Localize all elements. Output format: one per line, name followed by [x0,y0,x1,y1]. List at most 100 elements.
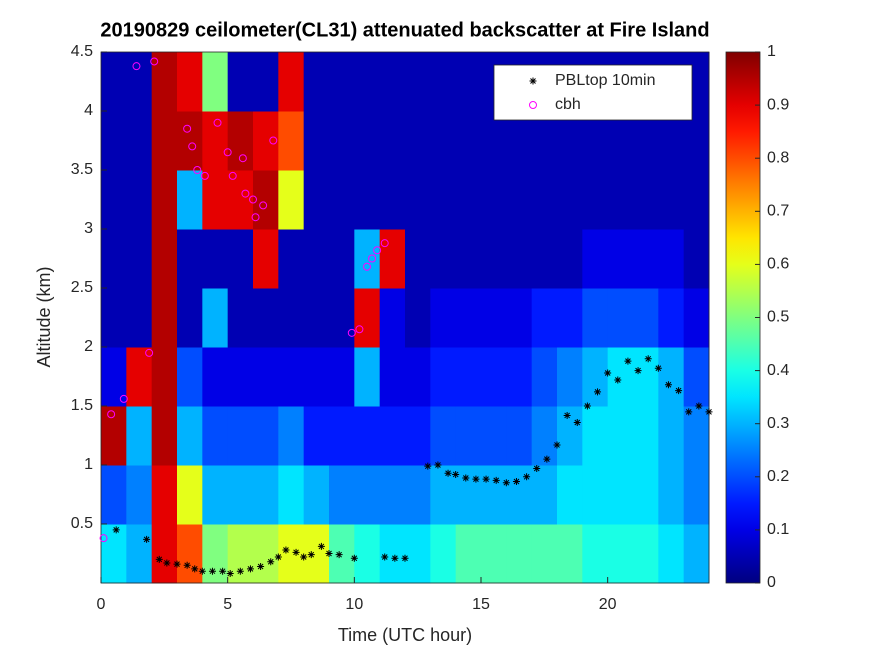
heatmap-cell [607,288,634,348]
pbl-marker [604,369,612,377]
heatmap-cell [582,229,609,289]
heatmap-cell [658,111,685,171]
pbl-marker [685,408,693,416]
heatmap-cell [253,347,279,407]
colorbar-tick-label: 0.9 [767,96,789,113]
heatmap-cell [126,347,153,407]
legend-entry: cbh [529,96,581,113]
heatmap-cell [633,465,659,525]
cbh-marker [347,328,356,337]
heatmap-cell [151,347,178,407]
heatmap-cell [607,524,634,584]
heatmap-cell [101,524,127,584]
heatmap-cell [253,406,279,466]
heatmap-cell [455,406,482,466]
heatmap-cell [607,170,634,230]
heatmap-cell [253,465,279,525]
pbl-marker [444,469,452,477]
heatmap-cell [506,347,533,407]
x-tick-label: 5 [223,596,232,613]
heatmap-cell [430,111,457,171]
heatmap-cell [227,111,254,171]
heatmap-cell [278,52,305,112]
heatmap-cell [455,524,482,584]
heatmap-cell [151,406,178,466]
heatmap-cell [227,465,254,525]
colorbar-tick-label: 0.1 [767,521,789,538]
pbl-marker [573,419,581,427]
pbl-marker [236,567,244,575]
y-tick-label: 2 [84,338,93,355]
heatmap-cell [227,347,254,407]
x-tick-label: 0 [97,596,106,613]
heatmap-cell [303,406,330,466]
heatmap-cell [683,524,710,584]
heatmap-cell [531,229,558,289]
heatmap-cell [354,229,381,289]
heatmap-cell [354,347,381,407]
legend-label: PBLtop 10min [555,72,656,89]
heatmap-cell [633,288,659,348]
heatmap-cell [481,111,507,171]
pbl-marker [391,554,399,562]
legend-entry: PBLtop 10min [529,72,656,89]
heatmap-cell [658,170,685,230]
heatmap-cell [202,465,229,525]
pbl-marker [543,455,551,463]
heatmap-cell [557,288,583,348]
cbh-marker [269,136,278,145]
heatmap-cell [329,524,355,584]
plot-frame [100,51,710,584]
heatmap-cell [101,288,127,348]
heatmap-cell [253,288,279,348]
heatmap-cell [557,465,583,525]
heatmap-cell [151,229,178,289]
heatmap-cell [582,170,609,230]
pbl-marker [462,474,470,482]
heatmap-cell [278,465,305,525]
heatmap-cell [177,524,203,584]
heatmap-cell [329,288,355,348]
heatmap-cell [582,406,609,466]
colorbar-tick-label: 0.3 [767,415,789,432]
cbh-marker [380,239,389,248]
pbl-marker [183,561,191,569]
heatmap-cell [354,524,381,584]
heatmap-cell [126,170,153,230]
cbh-marker [238,154,247,163]
pbl-marker [325,550,333,557]
heatmap-cell [607,406,634,466]
heatmap-cell [658,347,685,407]
heatmap-cell [329,111,355,171]
heatmap-cell [430,524,457,584]
heatmap-cell [430,52,457,112]
colorbar-tick-label: 0.5 [767,309,789,326]
legend-box [493,64,693,121]
heatmap-cell [531,465,558,525]
heatmap-cell [303,229,330,289]
heatmap-cell [101,170,127,230]
heatmap-cell [177,347,203,407]
heatmap-cell [379,406,406,466]
heatmap-cell [303,111,330,171]
heatmap-cell [506,406,533,466]
heatmap-cell [658,524,685,584]
heatmap-cell [379,52,406,112]
pbl-marker [523,473,531,481]
heatmap-cell [202,347,229,407]
pbl-marker [173,560,181,568]
heatmap-cell [278,288,305,348]
heatmap-cell [455,111,482,171]
heatmap-cell [202,170,229,230]
pbl-marker [695,402,703,410]
cbh-marker [241,189,250,198]
heatmap-cell [430,465,457,525]
heatmap-cell [582,524,609,584]
heatmap-cell [354,288,381,348]
heatmap-cell [177,111,203,171]
heatmap-cell [405,347,431,407]
heatmap-cell [481,229,507,289]
heatmap-cell [202,288,229,348]
cbh-marker [150,57,159,66]
heatmap-cell [379,465,406,525]
